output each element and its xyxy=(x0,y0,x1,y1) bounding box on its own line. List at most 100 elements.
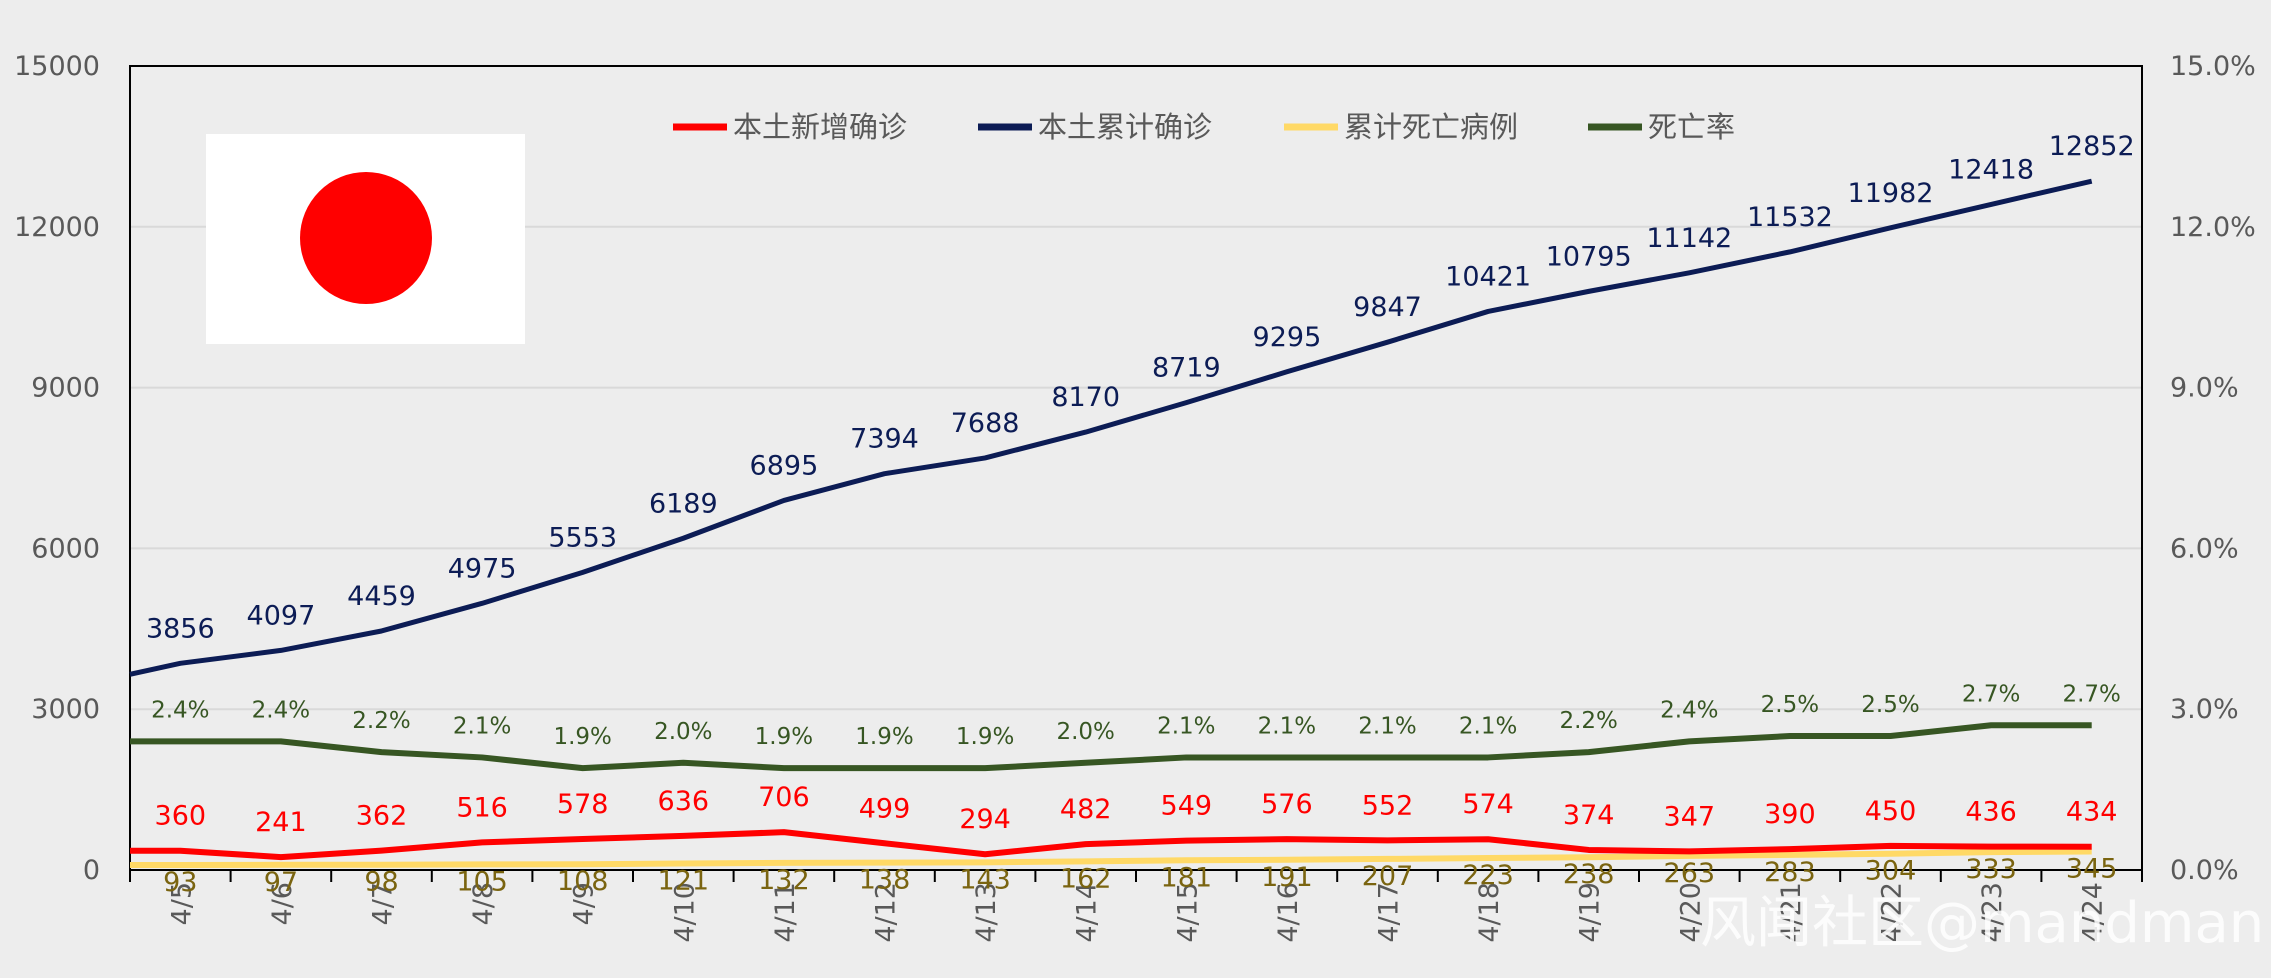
data-label-new-cases: 549 xyxy=(1161,791,1213,822)
x-tick-label: 4/19 xyxy=(1575,882,1606,943)
x-tick-label: 4/20 xyxy=(1675,882,1706,943)
data-label-new-cases: 576 xyxy=(1261,789,1313,820)
x-tick-label: 4/14 xyxy=(1072,882,1103,943)
y-left-tick-label: 6000 xyxy=(31,533,100,564)
legend-label: 累计死亡病例 xyxy=(1344,110,1518,144)
data-label-new-cases: 450 xyxy=(1865,796,1917,827)
data-label-cumulative-cases: 9847 xyxy=(1353,292,1422,323)
data-label-death-rate: 2.7% xyxy=(2062,681,2120,707)
data-label-cumulative-deaths: 333 xyxy=(1965,854,2017,885)
data-label-cumulative-cases: 6895 xyxy=(750,450,819,481)
data-label-cumulative-cases: 7394 xyxy=(850,424,919,455)
data-label-cumulative-deaths: 223 xyxy=(1462,860,1514,891)
data-label-cumulative-deaths: 97 xyxy=(264,867,298,898)
x-tick-label: 4/24 xyxy=(2078,882,2109,943)
data-label-cumulative-deaths: 283 xyxy=(1764,857,1816,888)
data-label-cumulative-cases: 7688 xyxy=(951,408,1020,439)
data-label-death-rate: 2.1% xyxy=(1358,713,1416,739)
data-label-cumulative-deaths: 108 xyxy=(557,866,609,897)
y-right-tick-label: 6.0% xyxy=(2170,533,2239,564)
data-label-cumulative-cases: 5553 xyxy=(548,522,617,553)
data-label-cumulative-cases: 12852 xyxy=(2049,131,2135,162)
data-label-death-rate: 1.9% xyxy=(755,724,813,750)
y-right-tick-label: 12.0% xyxy=(2170,212,2256,243)
x-tick-label: 4/21 xyxy=(1776,882,1807,943)
legend-item: 本土累计确诊 xyxy=(978,110,1212,144)
series-layer xyxy=(129,178,2093,869)
x-tick-label: 4/13 xyxy=(971,882,1002,943)
data-label-new-cases: 362 xyxy=(356,801,408,832)
data-label-death-rate: 2.0% xyxy=(1056,719,1114,745)
data-label-death-rate: 2.4% xyxy=(151,697,209,723)
y-left-tick-label: 3000 xyxy=(31,694,100,725)
data-label-death-rate: 2.2% xyxy=(1559,708,1617,734)
data-label-cumulative-deaths: 304 xyxy=(1865,856,1917,887)
data-label-new-cases: 482 xyxy=(1060,794,1112,825)
data-label-cumulative-deaths: 191 xyxy=(1261,862,1313,893)
data-label-death-rate: 2.7% xyxy=(1962,681,2020,707)
x-tick-label: 4/17 xyxy=(1374,882,1405,943)
data-label-cumulative-deaths: 98 xyxy=(364,867,398,898)
data-label-cumulative-cases: 6189 xyxy=(649,488,718,519)
data-label-new-cases: 574 xyxy=(1462,789,1514,820)
japan-flag xyxy=(206,134,525,344)
data-label-new-cases: 294 xyxy=(959,804,1011,835)
data-label-new-cases: 347 xyxy=(1664,801,1716,832)
legend: 本土新增确诊 本土累计确诊 累计死亡病例 死亡率 xyxy=(673,110,1735,144)
data-label-cumulative-deaths: 181 xyxy=(1161,862,1213,893)
x-tick-label: 4/8 xyxy=(468,882,499,925)
x-tick-label: 4/22 xyxy=(1877,882,1908,943)
data-label-new-cases: 516 xyxy=(456,792,508,823)
y-right-tick-label: 0.0% xyxy=(2170,855,2239,886)
data-label-new-cases: 578 xyxy=(557,789,609,820)
data-label-death-rate: 1.9% xyxy=(855,724,913,750)
x-tick-label: 4/15 xyxy=(1172,882,1203,943)
data-label-cumulative-deaths: 143 xyxy=(959,864,1011,895)
x-tick-label: 4/23 xyxy=(1977,882,2008,943)
x-tick-label: 4/9 xyxy=(569,882,600,925)
series-line-cumulative-cases xyxy=(129,178,2093,677)
flag-sun-circle xyxy=(300,172,432,304)
data-label-cumulative-deaths: 121 xyxy=(658,866,710,897)
data-label-death-rate: 2.5% xyxy=(1761,692,1819,718)
data-label-cumulative-cases: 10421 xyxy=(1445,261,1531,292)
data-label-new-cases: 434 xyxy=(2066,797,2118,828)
y-left-tick-label: 12000 xyxy=(14,212,100,243)
series-line-new-cases xyxy=(130,829,2092,861)
x-tick-label: 4/12 xyxy=(871,882,902,943)
data-label-cumulative-cases: 4097 xyxy=(247,600,316,631)
data-label-death-rate: 2.1% xyxy=(453,713,511,739)
data-label-cumulative-cases: 11532 xyxy=(1747,202,1833,233)
data-label-cumulative-cases: 11142 xyxy=(1646,223,1732,254)
x-tick-label: 4/5 xyxy=(166,882,197,925)
legend-label: 本土新增确诊 xyxy=(733,110,907,144)
x-tick-label: 4/18 xyxy=(1474,882,1505,943)
legend-label: 死亡率 xyxy=(1648,110,1735,144)
data-label-new-cases: 374 xyxy=(1563,800,1615,831)
x-tick-label: 4/10 xyxy=(669,882,700,943)
legend-item: 累计死亡病例 xyxy=(1284,110,1518,144)
data-label-cumulative-deaths: 207 xyxy=(1362,861,1414,892)
data-label-cumulative-deaths: 93 xyxy=(163,867,197,898)
data-label-cumulative-cases: 12418 xyxy=(1948,154,2034,185)
data-label-death-rate: 2.1% xyxy=(1258,713,1316,739)
data-label-death-rate: 1.9% xyxy=(553,724,611,750)
data-label-death-rate: 2.1% xyxy=(1157,713,1215,739)
data-label-cumulative-deaths: 132 xyxy=(758,865,810,896)
series-line-cumulative-deaths xyxy=(130,848,2092,869)
data-label-cumulative-deaths: 138 xyxy=(859,865,911,896)
label-layer: 3856 4097 4459 4975 5553 6189 6895 7394 7688 8170… xyxy=(146,131,2135,898)
data-label-cumulative-deaths: 105 xyxy=(456,866,508,897)
legend-item: 本土新增确诊 xyxy=(673,110,907,144)
axis-layer: 0 3000 6000 9000 12000 15000 0.0% 3.0% 6.0% 9.0% 1… xyxy=(14,51,2256,943)
data-label-new-cases: 241 xyxy=(255,807,307,838)
x-tick-label: 4/7 xyxy=(368,882,399,925)
data-label-death-rate: 2.0% xyxy=(654,719,712,745)
series-line-death-rate xyxy=(130,722,2092,772)
y-left-tick-label: 0 xyxy=(83,855,100,886)
data-label-cumulative-cases: 4975 xyxy=(448,553,517,584)
x-tick-label: 4/11 xyxy=(770,882,801,943)
legend-label: 本土累计确诊 xyxy=(1038,110,1212,144)
legend-item: 死亡率 xyxy=(1588,110,1735,144)
